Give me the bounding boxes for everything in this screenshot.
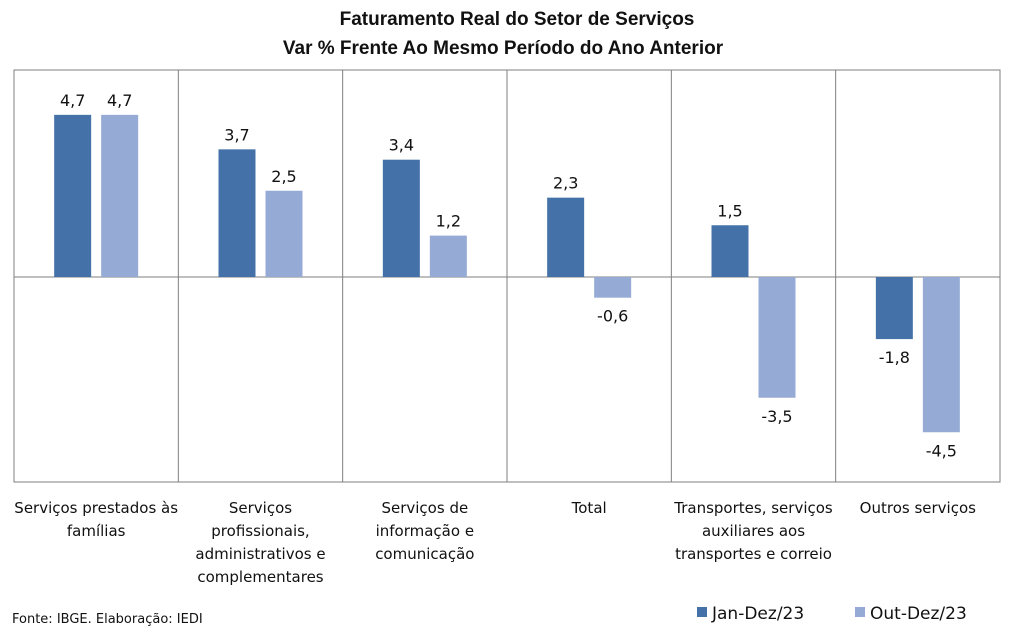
category-label: profissionais, <box>211 522 309 540</box>
data-label: 4,7 <box>107 91 132 110</box>
data-label: 3,7 <box>224 125 249 144</box>
bar-jan-dez-1 <box>218 149 256 277</box>
plot-area <box>13 69 1001 483</box>
category-labels-group: Serviços prestados às famílias Serviços pro… <box>14 499 976 586</box>
bar-out-dez-2 <box>429 235 467 277</box>
category-label: Serviços de <box>381 499 468 517</box>
bar-jan-dez-3 <box>547 197 585 277</box>
legend-label: Jan-Dez/23 <box>711 604 804 624</box>
bar-out-dez-0 <box>101 114 139 277</box>
category-label: administrativos e <box>195 545 325 563</box>
data-label: -4,5 <box>926 441 957 460</box>
category-label: famílias <box>67 522 126 540</box>
bar-jan-dez-5 <box>875 277 913 340</box>
chart-subtitle: Var % Frente Ao Mesmo Período do Ano Ant… <box>283 38 724 59</box>
bar-jan-dez-2 <box>382 159 420 277</box>
legend-swatch <box>697 607 707 617</box>
category-label: auxiliares aos <box>702 522 805 540</box>
bar-out-dez-3 <box>594 277 632 298</box>
source-note: Fonte: IBGE. Elaboração: IEDI <box>12 612 203 627</box>
category-label: Serviços <box>229 499 292 517</box>
data-label: 1,5 <box>717 201 742 220</box>
data-label: 2,5 <box>271 167 296 186</box>
data-label: 4,7 <box>60 91 85 110</box>
category-label: Outros serviços <box>860 499 976 517</box>
category-label: Serviços prestados às <box>14 499 178 517</box>
data-label: 3,4 <box>389 136 414 155</box>
data-label: -3,5 <box>761 407 792 426</box>
category-label: comunicação <box>375 545 474 563</box>
data-label: -1,8 <box>879 348 910 367</box>
bar-out-dez-5 <box>922 277 960 433</box>
data-label: 1,2 <box>436 212 461 231</box>
bar-jan-dez-4 <box>711 225 749 277</box>
data-label: -0,6 <box>597 307 628 326</box>
legend: Jan-Dez/23 Out-Dez/23 <box>697 604 967 624</box>
chart-title: Faturamento Real do Setor de Serviços <box>340 9 695 30</box>
category-label: complementares <box>197 568 323 586</box>
legend-swatch <box>855 607 865 617</box>
bar-out-dez-4 <box>758 277 796 398</box>
legend-label: Out-Dez/23 <box>870 604 967 624</box>
category-label: informação e <box>376 522 474 540</box>
value-labels-group: 4,7 4,7 3,7 2,5 3,4 1,2 2,3 -0,6 1,5 -3,5 -1,8 -4,5 <box>60 91 957 460</box>
bar-out-dez-1 <box>265 190 303 277</box>
category-label: Transportes, serviços <box>673 499 833 517</box>
category-label: transportes e correio <box>675 545 832 563</box>
bars-group <box>54 114 960 433</box>
category-label: Total <box>571 499 607 517</box>
data-label: 2,3 <box>553 174 578 193</box>
bar-jan-dez-0 <box>54 114 92 277</box>
